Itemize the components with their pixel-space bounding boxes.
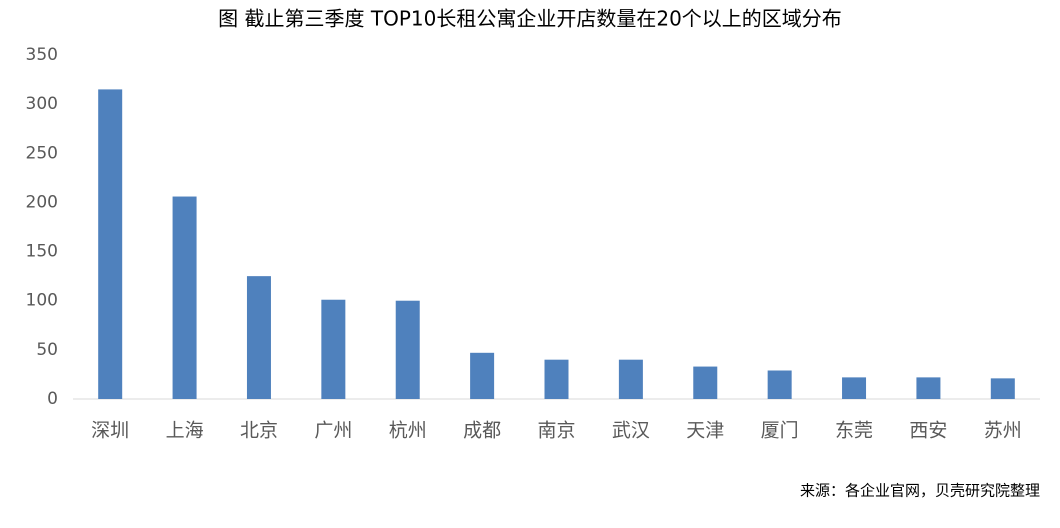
x-tick-label: 西安 [909, 420, 947, 442]
x-tick-label: 杭州 [389, 420, 427, 442]
bar [916, 377, 941, 399]
bar [767, 370, 792, 399]
x-tick-label: 天津 [686, 420, 724, 442]
chart-title: 图 截止第三季度 TOP10长租公寓企业开店数量在20个以上的区域分布 [218, 7, 842, 31]
x-tick-label: 厦门 [761, 420, 799, 442]
y-tick-label: 250 [26, 143, 58, 163]
y-tick-label: 350 [26, 45, 58, 65]
bar [395, 300, 420, 399]
x-tick-label: 苏州 [984, 420, 1022, 442]
y-tick-label: 100 [26, 291, 58, 311]
bar [98, 89, 123, 400]
y-tick-label: 200 [26, 192, 58, 212]
bar [172, 196, 197, 399]
x-tick-label: 成都 [463, 420, 501, 442]
bar [470, 352, 495, 399]
x-tick-label: 上海 [166, 420, 204, 442]
x-tick-label: 广州 [314, 420, 352, 442]
bar [544, 359, 569, 399]
x-tick-label: 武汉 [612, 420, 650, 442]
bar [618, 359, 643, 399]
y-tick-label: 300 [26, 94, 58, 114]
y-tick-label: 0 [47, 389, 58, 409]
bar [246, 276, 271, 399]
y-tick-label: 150 [26, 242, 58, 262]
x-tick-label: 北京 [240, 420, 278, 442]
x-tick-label: 深圳 [91, 420, 129, 442]
bar [842, 377, 867, 399]
y-tick-label: 50 [36, 340, 58, 360]
bar [990, 378, 1015, 399]
bar [693, 366, 718, 399]
bar [321, 299, 346, 399]
source-note: 来源：各企业官网，贝壳研究院整理 [800, 482, 1040, 500]
x-tick-label: 东莞 [835, 420, 873, 442]
x-tick-label: 南京 [537, 420, 575, 442]
